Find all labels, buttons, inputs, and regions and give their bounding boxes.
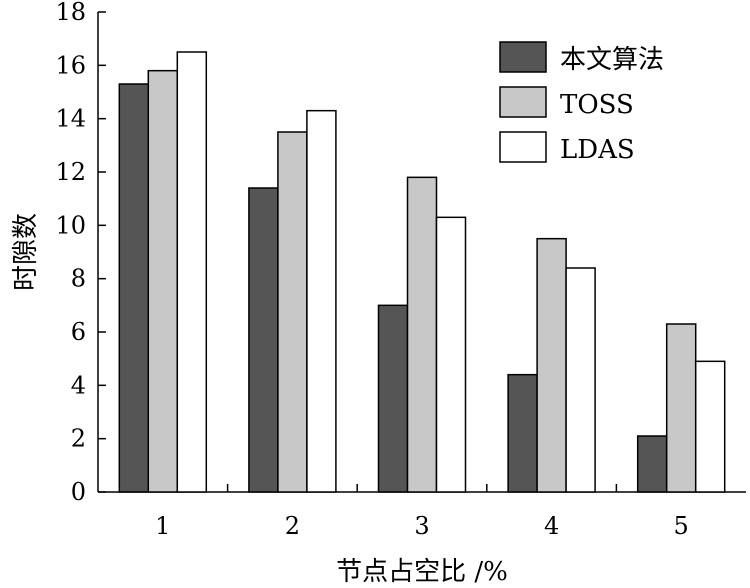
legend-label: LDAS — [560, 135, 635, 165]
legend-swatch — [499, 41, 547, 73]
legend-label: TOSS — [560, 90, 634, 120]
bar — [176, 51, 208, 493]
y-tick-label: 18 — [55, 0, 86, 26]
bar — [694, 360, 726, 493]
bar — [377, 304, 409, 493]
bar — [277, 131, 308, 493]
legend-label: 本文算法 — [560, 45, 664, 75]
y-tick-label: 8 — [71, 265, 86, 293]
legend: 本文算法 TOSS LDAS — [499, 41, 664, 165]
bar — [147, 69, 179, 493]
bar — [118, 83, 150, 493]
bar — [406, 176, 438, 493]
bar — [248, 187, 279, 493]
y-tick-label: 0 — [71, 478, 86, 506]
legend-swatch — [499, 86, 547, 118]
x-tick-label: 3 — [414, 512, 429, 540]
x-axis-title: 节点占空比 /% — [336, 557, 508, 587]
legend-swatch — [499, 131, 547, 163]
bar — [306, 109, 337, 493]
x-tick-label: 4 — [544, 512, 559, 540]
y-axis-title: 时隙数 — [11, 213, 41, 291]
x-tick-label: 1 — [155, 512, 170, 540]
bar — [507, 373, 538, 493]
y-tick-label: 10 — [55, 211, 86, 239]
bar — [636, 435, 668, 493]
bar — [565, 267, 596, 493]
bars — [118, 51, 726, 493]
bar — [665, 323, 697, 493]
y-tick-label: 16 — [55, 51, 86, 79]
y-tick-label: 12 — [55, 158, 86, 186]
y-tick-label: 6 — [71, 318, 86, 346]
x-tick-label: 5 — [674, 512, 689, 540]
x-tick-label: 2 — [285, 512, 300, 540]
y-tick-label: 4 — [71, 371, 86, 399]
y-tick-label: 2 — [71, 425, 86, 453]
bar — [536, 237, 567, 493]
bar — [435, 216, 467, 493]
y-tick-label: 14 — [55, 105, 86, 133]
